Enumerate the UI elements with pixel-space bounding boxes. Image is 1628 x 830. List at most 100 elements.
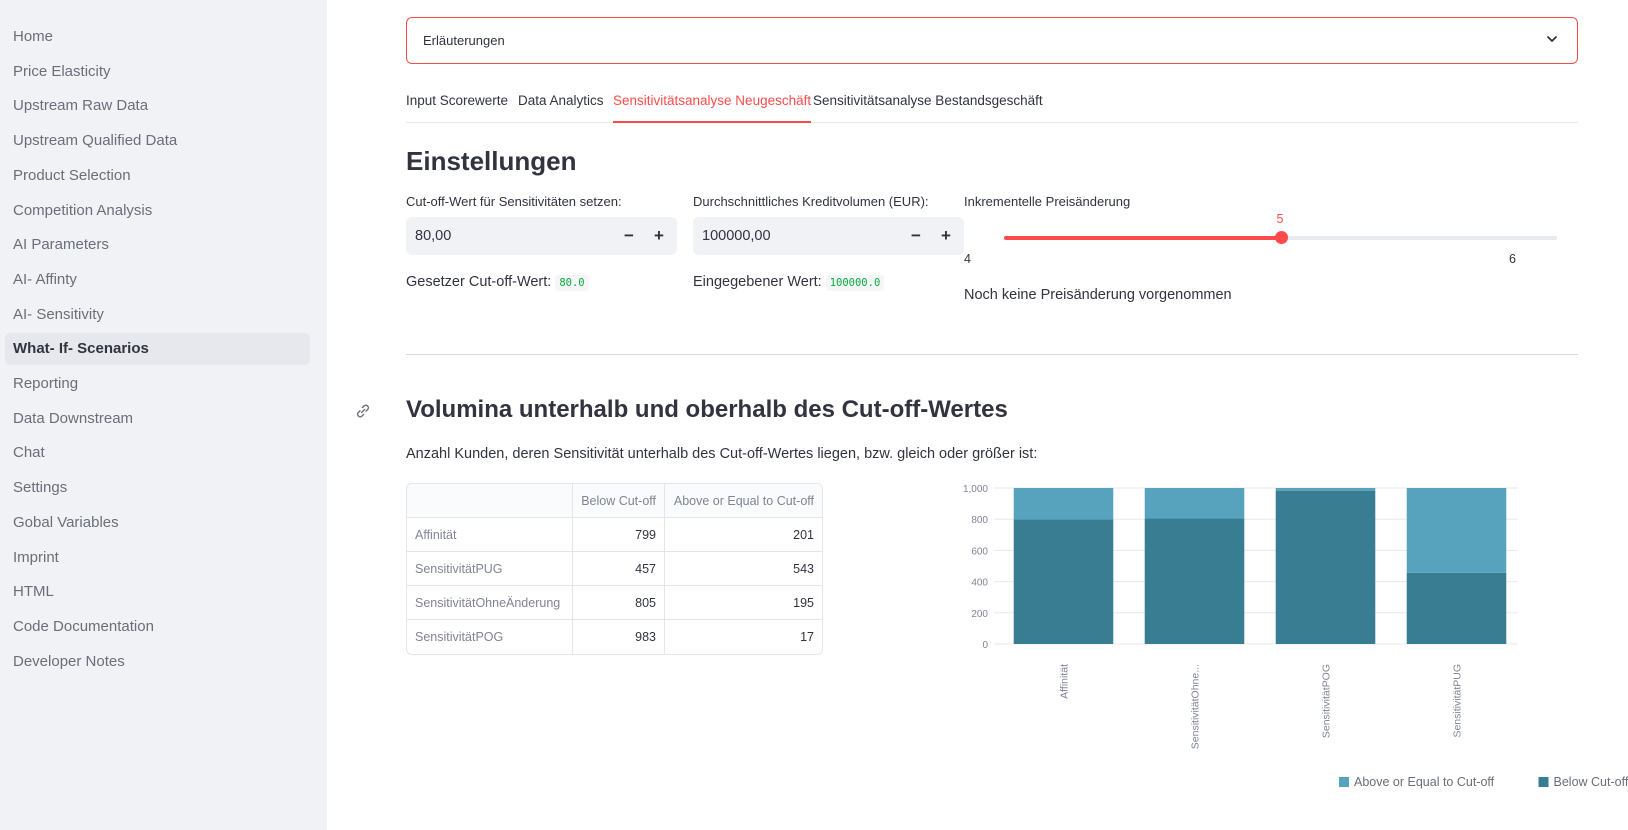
sidebar-item-what-if-scenarios[interactable]: What- If- Scenarios (5, 333, 310, 366)
y-tick-label: 200 (971, 609, 988, 620)
cutoff-info-code: 80.0 (555, 275, 589, 291)
table-cell-index: SensitivitätPUG (407, 552, 573, 586)
sidebar-item-data-downstream[interactable]: Data Downstream (13, 409, 134, 427)
settings-heading: Einstellungen (406, 146, 577, 176)
sidebar-item-code-documentation[interactable]: Code Documentation (13, 617, 154, 635)
bar-above-or-equal-to-cut-off (1275, 488, 1376, 491)
volume-label: Durchschnittliches Kreditvolumen (EUR): (693, 194, 929, 209)
divider (406, 354, 1578, 355)
slider-value-label: 5 (1276, 212, 1284, 226)
table-cell-index: Affinität (407, 518, 573, 552)
link-icon[interactable] (354, 402, 372, 425)
volumes-chart: 0 200 400 600 800 1,000 Affinität SensitivitätO… (963, 484, 1628, 789)
legend-swatch (1339, 777, 1349, 787)
table-cell-index: SensitivitätOhneÄnderung (407, 586, 573, 620)
sidebar-item-imprint[interactable]: Imprint (13, 548, 59, 566)
table-header-index (407, 484, 573, 518)
slider-thumb[interactable] (1274, 231, 1288, 244)
table-header-below: Below Cut-off (573, 484, 665, 518)
cutoff-increment-button[interactable]: + (654, 226, 664, 245)
sidebar-item-upstream-qualified-data[interactable]: Upstream Qualified Data (13, 132, 178, 150)
table-cell-above: 543 (665, 552, 822, 586)
table-cell-below: 799 (573, 518, 665, 552)
table-header-row: Below Cut-off Above or Equal to Cut-off (407, 484, 822, 518)
tab-bar: Input Scorewerte Data Analytics Sensitiv… (406, 88, 1578, 123)
x-tick-label: SensitivitätPOG (1321, 664, 1333, 738)
y-tick-label: 400 (971, 578, 988, 589)
cutoff-label: Cut-off-Wert für Sensitivitäten setzen: (406, 194, 622, 209)
table-cell-above: 17 (800, 630, 814, 644)
y-tick-label: 600 (971, 546, 988, 557)
volume-value[interactable]: 100000,00 (702, 228, 771, 244)
table-cell-below: 805 (573, 586, 665, 620)
bar-above-or-equal-to-cut-off (1013, 488, 1114, 520)
sidebar-item-home[interactable]: Home (13, 28, 54, 45)
table-header-above: Above or Equal to Cut-off (665, 484, 822, 518)
sidebar-item-ai-sensitivity[interactable]: AI- Sensitivity (13, 305, 104, 323)
cutoff-input[interactable]: 80,00 − + (406, 217, 677, 255)
volume-input[interactable]: 100000,00 − + (693, 217, 964, 255)
sidebar-item-html[interactable]: HTML (13, 583, 54, 601)
sidebar-item-chat[interactable]: Chat (13, 444, 45, 462)
price-change-slider[interactable] (1004, 231, 1557, 244)
sidebar-item-price-elasticity[interactable]: Price Elasticity (13, 62, 111, 80)
bar-above-or-equal-to-cut-off (1144, 488, 1245, 519)
cutoff-info-text: Gesetzer Cut-off-Wert: (406, 274, 552, 290)
table-row: Affinität 799 201 (407, 518, 822, 552)
legend-label: Above or Equal to Cut-off (1354, 775, 1495, 789)
table-row: SensitivitätPOG 983 17 (407, 620, 822, 654)
x-tick-label: Affinität (1059, 664, 1071, 699)
volume-info: Eingegebener Wert: 100000.0 (693, 274, 885, 291)
legend-swatch (1538, 777, 1549, 787)
y-tick-label: 0 (982, 640, 988, 651)
volumes-description: Anzahl Kunden, deren Sensitivität unterh… (406, 446, 1038, 462)
sidebar-item-upstream-raw-data[interactable]: Upstream Raw Data (13, 97, 149, 115)
legend-label: Below Cut-off (1554, 775, 1628, 789)
bar-above-or-equal-to-cut-off (1406, 488, 1507, 573)
explanations-expander[interactable]: Erläuterungen (406, 17, 1578, 64)
slider-label: Inkrementelle Preisänderung (964, 194, 1131, 209)
bar-below-cut-off (1275, 490, 1376, 644)
sidebar-item-settings[interactable]: Settings (13, 479, 68, 497)
volume-decrement-button[interactable]: − (911, 226, 921, 245)
sidebar-item-ai-affinty[interactable]: AI- Affinty (13, 270, 77, 288)
chevron-down-icon (1545, 32, 1559, 51)
sidebar-item-product-selection[interactable]: Product Selection (13, 166, 131, 184)
volume-info-text: Eingegebener Wert: (693, 274, 822, 290)
tab-data-analytics[interactable]: Data Analytics (518, 93, 604, 108)
bar-below-cut-off (1013, 519, 1114, 644)
cutoff-info: Gesetzer Cut-off-Wert: 80.0 (406, 274, 589, 291)
sidebar: Home Price Elasticity Upstream Raw Data Ups… (0, 0, 327, 830)
bar-below-cut-off (1406, 572, 1507, 644)
main-content: Erläuterungen Input Scorewerte Data Anal… (327, 0, 1628, 830)
tab-sensitivity-existing-business[interactable]: Sensitivitätsanalyse Bestandsgeschäft (813, 93, 1043, 108)
x-tick-label: SensitivitätPUG (1452, 664, 1464, 738)
table-cell-above: 201 (665, 518, 822, 552)
table-row: SensitivitätOhneÄnderung 805 195 (407, 586, 822, 620)
bar-below-cut-off (1144, 518, 1245, 644)
table-cell-below: 983 (573, 620, 665, 654)
tab-sensitivity-new-business[interactable]: Sensitivitätsanalyse Neugeschäft (613, 93, 812, 123)
volume-increment-button[interactable]: + (941, 226, 951, 245)
volumes-table: Below Cut-off Above or Equal to Cut-off … (406, 483, 823, 655)
y-tick-label: 1,000 (963, 484, 988, 495)
slider-min-label: 4 (964, 252, 971, 266)
slider-fill (1004, 236, 1281, 240)
volume-info-code: 100000.0 (825, 275, 885, 291)
sidebar-item-ai-parameters[interactable]: AI Parameters (13, 236, 109, 254)
table-cell-index: SensitivitätPOG (407, 620, 573, 654)
sidebar-item-developer-notes[interactable]: Developer Notes (13, 652, 125, 670)
cutoff-value[interactable]: 80,00 (415, 228, 452, 244)
volumes-heading: Volumina unterhalb und oberhalb des Cut-… (406, 396, 1008, 423)
x-tick-label: SensitivitätOhne... (1190, 664, 1202, 749)
sidebar-item-competition-analysis[interactable]: Competition Analysis (13, 201, 153, 219)
expander-label: Erläuterungen (423, 33, 505, 48)
sidebar-item-reporting[interactable]: Reporting (13, 375, 79, 392)
table-cell-above: 195 (665, 586, 822, 620)
table-row: SensitivitätPUG 457 543 (407, 552, 822, 586)
cutoff-decrement-button[interactable]: − (624, 226, 634, 245)
price-change-note: Noch keine Preisänderung vorgenommen (964, 287, 1232, 303)
sidebar-item-gobal-variables[interactable]: Gobal Variables (13, 513, 119, 531)
tab-input-scorewerte[interactable]: Input Scorewerte (406, 93, 509, 108)
table-cell-below: 457 (573, 552, 665, 586)
